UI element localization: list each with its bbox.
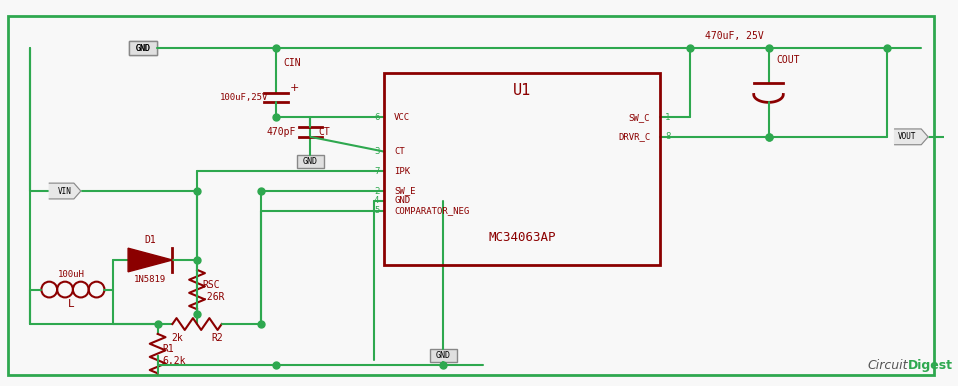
Text: GND: GND <box>135 44 150 52</box>
Text: Circuit: Circuit <box>867 359 907 372</box>
Text: GND: GND <box>394 196 410 205</box>
FancyBboxPatch shape <box>297 154 324 168</box>
Text: SW_C: SW_C <box>628 113 650 122</box>
Text: 1: 1 <box>665 113 671 122</box>
Text: 4: 4 <box>374 196 379 205</box>
Text: Digest: Digest <box>907 359 952 372</box>
FancyBboxPatch shape <box>129 41 157 55</box>
Text: IPK: IPK <box>394 167 410 176</box>
Text: L: L <box>68 299 75 309</box>
Text: VCC: VCC <box>394 113 410 122</box>
Text: 6.2k: 6.2k <box>163 357 186 366</box>
Text: GND: GND <box>436 351 451 360</box>
Text: VIN: VIN <box>58 186 72 196</box>
Text: COMPARATOR_NEG: COMPARATOR_NEG <box>394 206 469 215</box>
Text: D1: D1 <box>144 235 155 245</box>
Text: COUT: COUT <box>776 55 800 65</box>
Text: SW_E: SW_E <box>394 186 416 196</box>
Polygon shape <box>128 248 172 272</box>
Text: CT: CT <box>318 127 330 137</box>
Text: R2: R2 <box>211 333 222 343</box>
Text: 470pF: 470pF <box>266 127 295 137</box>
Text: GND: GND <box>135 44 150 52</box>
Text: VOUT: VOUT <box>899 132 917 141</box>
Text: 5: 5 <box>374 206 379 215</box>
Text: GND: GND <box>303 157 318 166</box>
FancyBboxPatch shape <box>429 349 457 362</box>
Text: CT: CT <box>394 147 405 156</box>
Polygon shape <box>49 183 80 199</box>
Text: R1: R1 <box>163 344 174 354</box>
Text: .26R: .26R <box>202 293 225 303</box>
Text: 100uH: 100uH <box>58 270 85 279</box>
Text: 1N5819: 1N5819 <box>133 275 166 284</box>
Text: 2k: 2k <box>171 333 183 343</box>
Bar <box>384 73 660 265</box>
Text: CIN: CIN <box>284 58 302 68</box>
Text: 470uF, 25V: 470uF, 25V <box>705 31 764 41</box>
Text: 7: 7 <box>374 167 379 176</box>
Text: 6: 6 <box>374 113 379 122</box>
Text: +: + <box>289 83 299 93</box>
Text: 2: 2 <box>374 186 379 196</box>
FancyBboxPatch shape <box>129 41 157 55</box>
Polygon shape <box>895 129 928 145</box>
Text: DRVR_C: DRVR_C <box>618 132 650 141</box>
Text: 8: 8 <box>665 132 671 141</box>
Text: 3: 3 <box>374 147 379 156</box>
Text: RSC: RSC <box>202 279 219 290</box>
Text: U1: U1 <box>513 83 532 98</box>
Text: MC34063AP: MC34063AP <box>489 231 556 244</box>
Text: 100uF,25V: 100uF,25V <box>219 93 268 102</box>
